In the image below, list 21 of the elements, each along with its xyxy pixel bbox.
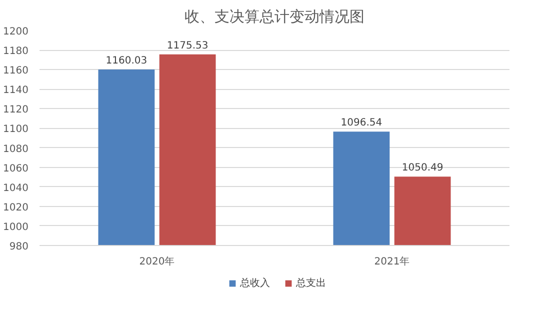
legend-label: 总收入 xyxy=(240,276,270,290)
y-tick-label: 1100 xyxy=(3,124,29,136)
data-label: 1175.53 xyxy=(166,40,208,52)
y-tick-label: 1180 xyxy=(3,46,29,58)
y-tick-label: 1200 xyxy=(3,26,29,38)
y-tick-label: 980 xyxy=(9,242,29,252)
y-tick-label: 1040 xyxy=(3,182,29,194)
y-tick-label: 1080 xyxy=(3,144,29,155)
data-label: 1160.03 xyxy=(106,56,148,67)
data-label: 1050.49 xyxy=(402,162,444,174)
x-tick-label: 2021年 xyxy=(374,256,410,268)
y-tick-label: 1000 xyxy=(3,222,29,233)
legend-label: 总支出 xyxy=(296,276,326,290)
y-tick-label: 1120 xyxy=(3,104,29,116)
y-tick-label: 1160 xyxy=(3,66,29,77)
chart-title: 收、支决算总计变动情况图 xyxy=(184,8,364,26)
y-tick-label: 1020 xyxy=(3,202,29,214)
data-label: 1096.54 xyxy=(340,118,382,129)
y-tick-label: 1060 xyxy=(3,163,29,174)
y-tick-label: 1140 xyxy=(3,85,29,96)
x-tick-label: 2020年 xyxy=(139,256,175,268)
